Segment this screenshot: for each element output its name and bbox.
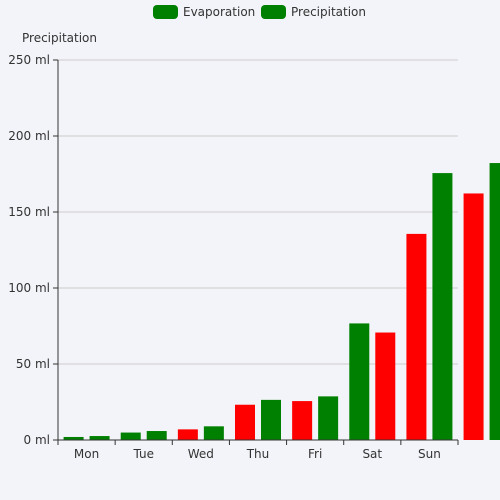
x-tick-label: Sat	[362, 447, 382, 461]
bar-precipitation[interactable]	[318, 396, 339, 440]
bar-evaporation[interactable]	[292, 401, 313, 440]
bar-precipitation[interactable]	[89, 436, 110, 440]
y-tick-label: 150 ml	[8, 205, 50, 219]
legend-label-precipitation: Precipitation	[291, 5, 366, 19]
bar-precipitation[interactable]	[146, 431, 167, 440]
y-tick-label: 0 ml	[24, 433, 50, 447]
legend-item-evaporation[interactable]: Evaporation	[153, 5, 255, 19]
bar-evaporation[interactable]	[463, 193, 484, 440]
axes: 0 ml 50 ml 100 ml 150 ml 200 ml 250 ml Mon Tue W…	[8, 53, 459, 461]
x-tick-label: Sun	[418, 447, 441, 461]
x-tick-label: Tue	[132, 447, 154, 461]
y-tick-label: 250 ml	[8, 53, 50, 67]
grid-lines	[58, 59, 458, 365]
x-tick-label: Fri	[308, 447, 322, 461]
bar-evaporation[interactable]	[406, 233, 427, 440]
y-tick-label: 100 ml	[8, 281, 50, 295]
bar-precipitation[interactable]	[489, 163, 500, 440]
legend-item-precipitation[interactable]: Precipitation	[261, 5, 366, 19]
bar-evaporation[interactable]	[120, 432, 141, 440]
x-tick-label: Wed	[188, 447, 214, 461]
bar-evaporation[interactable]	[349, 323, 370, 440]
bar-precipitation[interactable]	[375, 332, 396, 440]
bar-evaporation[interactable]	[63, 436, 84, 440]
legend-swatch-precipitation	[261, 5, 286, 19]
y-axis-title: Precipitation	[22, 31, 97, 45]
bars	[63, 163, 500, 440]
x-tick-label: Mon	[74, 447, 99, 461]
x-tick-label: Thu	[246, 447, 270, 461]
legend-label-evaporation: Evaporation	[183, 5, 255, 19]
y-tick-label: 50 ml	[16, 357, 50, 371]
bar-evaporation[interactable]	[235, 404, 255, 440]
legend[interactable]: Evaporation Precipitation	[153, 5, 366, 19]
legend-swatch-evaporation	[153, 5, 178, 19]
y-tick-label: 200 ml	[8, 129, 50, 143]
bar-evaporation[interactable]	[177, 429, 198, 440]
bar-precipitation[interactable]	[203, 426, 224, 440]
bar-precipitation[interactable]	[261, 399, 281, 440]
bar-precipitation[interactable]	[432, 173, 453, 440]
